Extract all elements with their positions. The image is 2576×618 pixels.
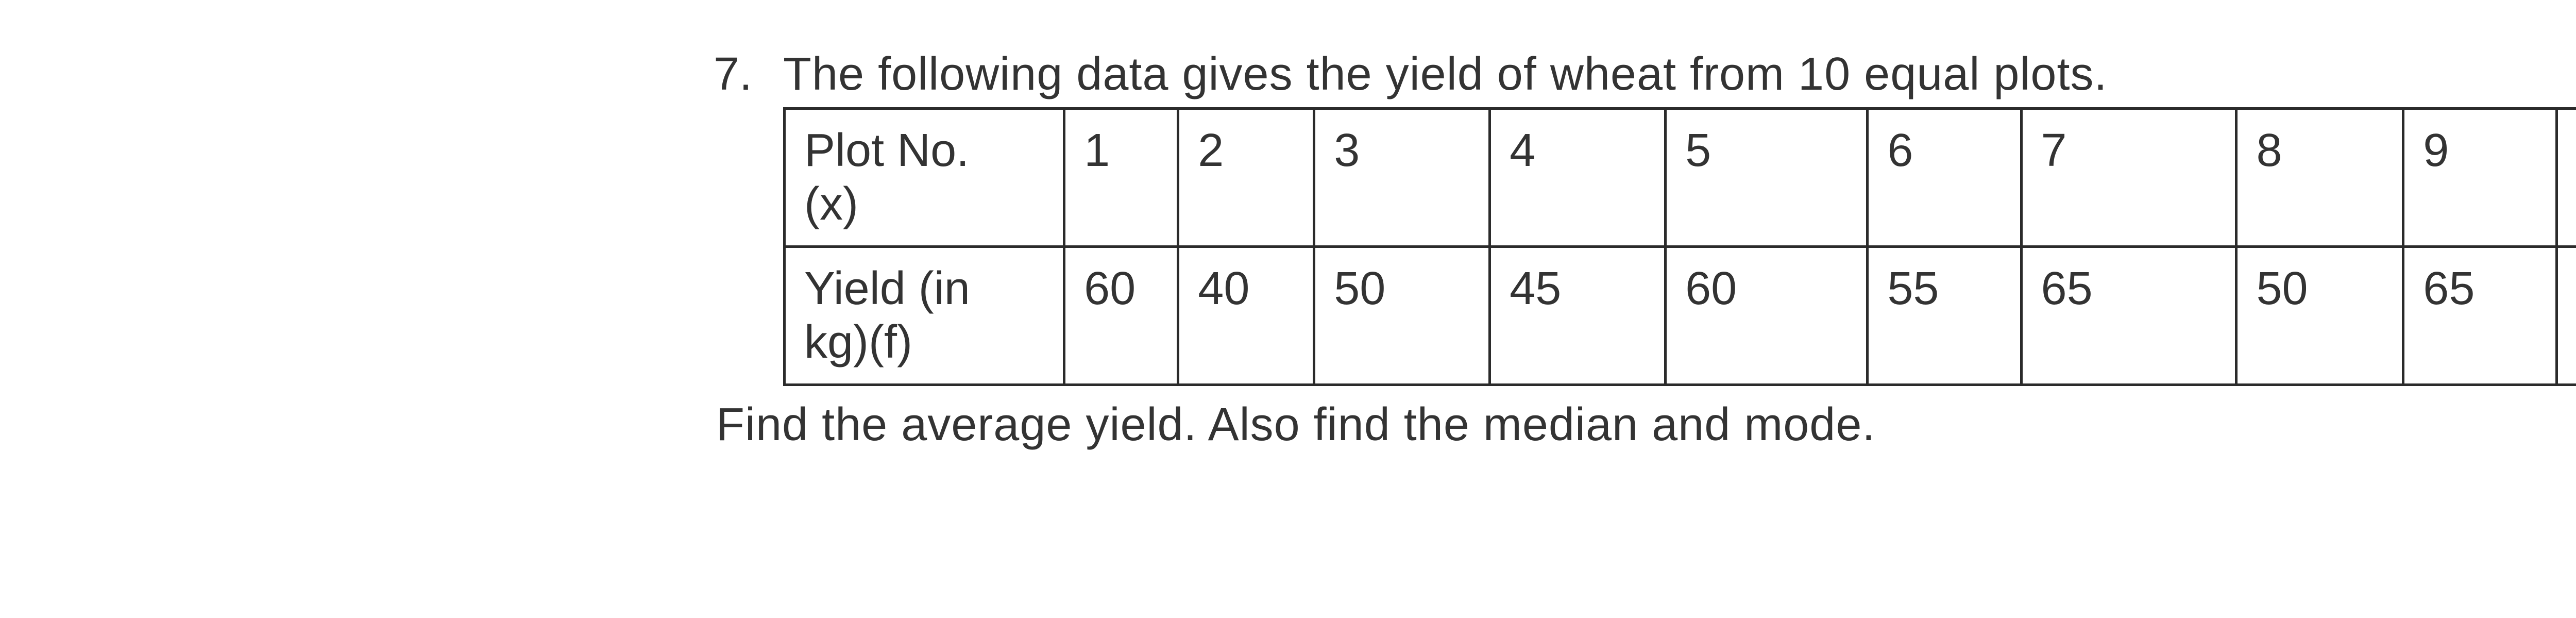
cell: 55	[2557, 247, 2576, 385]
cell: 60	[1064, 247, 1178, 385]
question-number: 7.	[696, 46, 752, 102]
cell: 65	[2403, 247, 2557, 385]
cell: 2	[1178, 109, 1314, 247]
question-line: 7. The following data gives the yield of…	[696, 46, 2576, 102]
cell: 10	[2557, 109, 2576, 247]
question-footer: Find the average yield. Also find the me…	[716, 398, 2576, 452]
yield-table: Plot No. (x) 1 2 3 4 5 6 7 8 9 10 Yield …	[783, 107, 2576, 386]
cell: 60	[1666, 247, 1868, 385]
cell: 3	[1314, 109, 1490, 247]
cell: 8	[2236, 109, 2403, 247]
cell: 1	[1064, 109, 1178, 247]
cell: 40	[1178, 247, 1314, 385]
table-wrap: Plot No. (x) 1 2 3 4 5 6 7 8 9 10 Yield …	[783, 107, 2576, 386]
table-row: Plot No. (x) 1 2 3 4 5 6 7 8 9 10	[785, 109, 2576, 247]
row-header-yield: Yield (in kg)(f)	[785, 247, 1064, 385]
cell: 5	[1666, 109, 1868, 247]
cell: 9	[2403, 109, 2557, 247]
cell: 65	[2021, 247, 2236, 385]
question-block: 7. The following data gives the yield of…	[0, 0, 2576, 618]
question-prompt: The following data gives the yield of wh…	[783, 46, 2107, 102]
cell: 6	[1868, 109, 2021, 247]
table-row: Yield (in kg)(f) 60 40 50 45 60 55 65 50…	[785, 247, 2576, 385]
cell: 50	[2236, 247, 2403, 385]
cell: 55	[1868, 247, 2021, 385]
row-header-plot: Plot No. (x)	[785, 109, 1064, 247]
cell: 4	[1490, 109, 1666, 247]
cell: 45	[1490, 247, 1666, 385]
cell: 7	[2021, 109, 2236, 247]
cell: 50	[1314, 247, 1490, 385]
